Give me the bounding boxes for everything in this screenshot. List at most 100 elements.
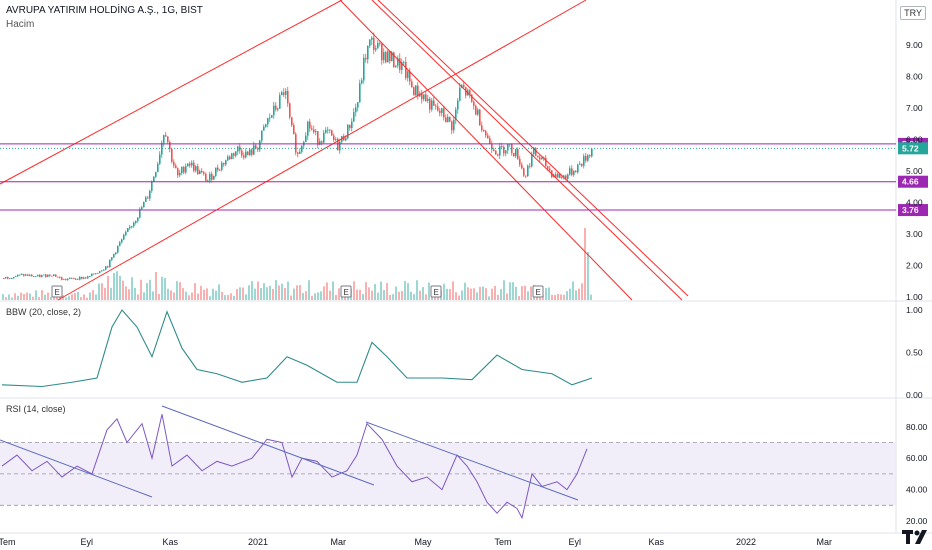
candle	[295, 134, 297, 153]
candle	[539, 157, 541, 160]
volume-bar	[230, 293, 232, 300]
candle	[273, 105, 275, 116]
volume-bar	[524, 285, 526, 300]
volume-bar	[272, 289, 274, 300]
candle	[209, 173, 211, 181]
candle	[281, 92, 283, 96]
volume-bar	[479, 286, 481, 300]
candle	[369, 39, 371, 46]
volume-bar	[68, 296, 70, 300]
candle	[357, 102, 359, 108]
candle	[443, 108, 445, 118]
candle	[287, 90, 289, 104]
volume-bar	[221, 291, 223, 300]
candle	[591, 148, 593, 157]
candle	[263, 126, 265, 131]
candle	[129, 226, 131, 229]
candle	[425, 94, 427, 101]
volume-bar	[563, 294, 565, 300]
candle	[457, 100, 459, 110]
volume-bar	[134, 287, 136, 300]
candle	[387, 51, 389, 63]
volume-bar	[23, 294, 25, 300]
volume-bar	[332, 281, 334, 300]
candle	[519, 158, 521, 165]
candle	[301, 145, 303, 152]
volume-bar	[11, 297, 13, 300]
candle	[51, 275, 53, 277]
candle	[89, 276, 91, 277]
volume-bar	[29, 293, 31, 300]
candle	[333, 135, 335, 140]
candle	[187, 163, 189, 167]
volume-bar	[236, 289, 238, 300]
volume-bar	[317, 292, 319, 300]
candle	[131, 226, 133, 227]
volume-bar	[308, 280, 310, 300]
candle	[459, 87, 461, 101]
candle	[469, 90, 471, 95]
candle	[47, 274, 49, 277]
candle	[257, 148, 259, 150]
price-tick-label: 3.00	[906, 229, 923, 239]
candle	[463, 85, 465, 88]
bbw-pane-title: BBW (20, close, 2)	[6, 307, 82, 317]
candle	[119, 242, 121, 246]
volume-bar	[284, 287, 286, 300]
candle	[329, 129, 331, 131]
volume-bar	[194, 283, 196, 300]
candle	[493, 149, 495, 151]
candle	[447, 116, 449, 123]
volume-bar	[203, 289, 205, 300]
volume-bar	[494, 285, 496, 300]
candle	[25, 274, 27, 276]
volume-bar	[269, 285, 271, 300]
bbw-tick-label: 0.00	[906, 390, 923, 400]
candle	[381, 43, 383, 61]
candle	[523, 168, 525, 176]
candle	[335, 138, 337, 140]
volume-bar	[347, 295, 349, 300]
candle	[299, 151, 301, 154]
candle	[205, 173, 207, 181]
candle	[109, 259, 111, 268]
candle	[579, 163, 581, 165]
candle	[207, 180, 209, 182]
candle	[441, 108, 443, 113]
volume-bar	[413, 294, 415, 300]
rsi-trend-line	[0, 439, 153, 498]
candle	[145, 197, 147, 203]
candle	[37, 275, 39, 277]
volume-bar	[323, 286, 325, 300]
volume-bar	[425, 294, 427, 300]
volume-bar	[464, 282, 466, 300]
volume-bar	[455, 292, 457, 300]
candle	[575, 171, 577, 173]
volume-bar	[590, 294, 592, 300]
candle	[147, 197, 149, 199]
volume-bar	[5, 297, 7, 300]
candle	[585, 156, 587, 161]
price-tick-label: 8.00	[906, 72, 923, 82]
candle	[221, 162, 223, 170]
candle	[115, 252, 117, 255]
volume-bar	[140, 279, 142, 300]
candle	[477, 109, 479, 115]
candle	[331, 130, 333, 136]
candle	[35, 276, 37, 278]
volume-bar	[65, 297, 67, 300]
candle	[507, 143, 509, 151]
candle	[415, 85, 417, 96]
candle	[57, 276, 59, 278]
volume-bar	[92, 290, 94, 300]
volume-bar	[401, 291, 403, 300]
currency-badge[interactable]: TRY	[900, 6, 926, 20]
volume-bar	[383, 289, 385, 300]
candle	[349, 124, 351, 128]
candle	[165, 135, 167, 137]
candle	[401, 62, 403, 70]
volume-bar	[374, 284, 376, 300]
candle	[225, 160, 227, 165]
candle	[5, 277, 7, 279]
